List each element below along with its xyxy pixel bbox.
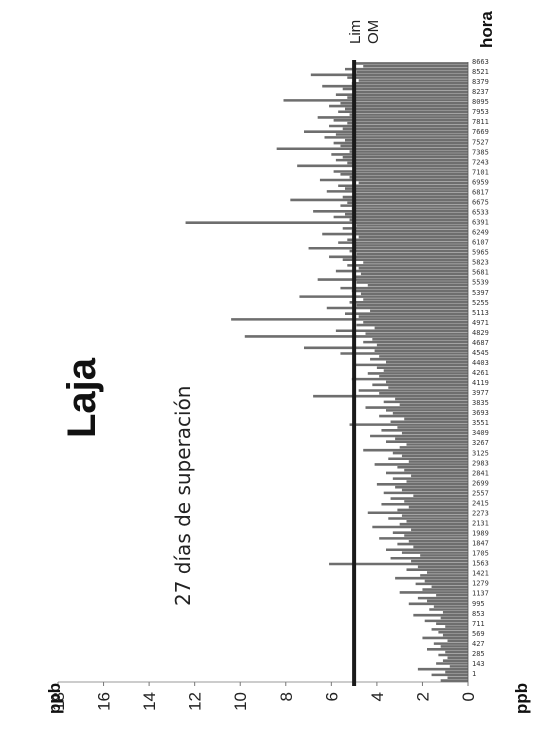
x-tick-label: 1 xyxy=(472,670,476,678)
x-tick-label: 1137 xyxy=(472,590,489,598)
x-tick-label: 1279 xyxy=(472,580,489,588)
x-tick-label: 8521 xyxy=(472,68,489,76)
x-tick-label: 3125 xyxy=(472,449,489,457)
x-tick-label: 1989 xyxy=(472,530,489,538)
x-tick-label: 7953 xyxy=(472,108,489,116)
x-tick-label: 995 xyxy=(472,600,485,608)
x-tick-label: 4687 xyxy=(472,339,489,347)
y-tick-label: 16 xyxy=(95,692,114,711)
x-tick-label: 6249 xyxy=(472,229,489,237)
x-tick-label: 3267 xyxy=(472,439,489,447)
rotated-frame: 0 2 4 6 8 10 12 14 16 18 1 143 285 427 569 711 853 995 11… xyxy=(45,11,531,714)
x-tick-label: 2557 xyxy=(472,489,489,497)
x-tick-label: 4829 xyxy=(472,329,489,337)
x-tick-label: 6675 xyxy=(472,198,489,206)
y-axis-label-bottom: ppb xyxy=(512,683,531,714)
y-tick-label: 10 xyxy=(231,692,250,711)
x-tick-label: 8095 xyxy=(472,98,489,106)
x-tick-label: 5113 xyxy=(472,309,489,317)
x-tick-label: 3693 xyxy=(472,409,489,417)
y-tick-label: 14 xyxy=(140,692,159,711)
x-tick-label: 7385 xyxy=(472,148,489,156)
x-tick-label: 6959 xyxy=(472,178,489,186)
reference-label-line-2: OM xyxy=(365,20,382,44)
bar-series xyxy=(185,62,468,682)
x-tick-label: 3835 xyxy=(472,399,489,407)
x-tick-label: 2131 xyxy=(472,520,489,528)
x-tick-label: 1847 xyxy=(472,540,489,548)
x-tick-label: 6817 xyxy=(472,188,489,196)
x-tick-label: 143 xyxy=(472,660,485,668)
x-tick-label: 6107 xyxy=(472,239,489,247)
y-tick-label: 2 xyxy=(413,692,432,701)
x-tick-label: 4971 xyxy=(472,319,489,327)
x-tick-label: 4261 xyxy=(472,369,489,377)
x-tick-label: 7101 xyxy=(472,168,489,176)
x-tick-label: 6533 xyxy=(472,208,489,216)
x-tick-label: 3551 xyxy=(472,419,489,427)
x-tick-label: 3977 xyxy=(472,389,489,397)
x-tick-label: 4545 xyxy=(472,349,489,357)
x-tick-label: 1563 xyxy=(472,560,489,568)
x-tick-label: 853 xyxy=(472,610,485,618)
y-tick-label: 8 xyxy=(277,692,296,701)
x-tick-label: 6391 xyxy=(472,219,489,227)
x-tick-label: 7669 xyxy=(472,128,489,136)
x-axis: 1 143 285 427 569 711 853 995 1137 1279 1421 1563 17… xyxy=(467,58,489,682)
x-tick-label: 8379 xyxy=(472,78,489,86)
x-tick-label: 4403 xyxy=(472,359,489,367)
y-axis-label: ppb xyxy=(45,683,64,714)
x-tick-label: 2699 xyxy=(472,479,489,487)
x-tick-label: 427 xyxy=(472,640,485,648)
x-tick-label: 711 xyxy=(472,620,485,628)
x-tick-label: 2415 xyxy=(472,499,489,507)
x-tick-label: 569 xyxy=(472,630,485,638)
x-tick-label: 8663 xyxy=(472,58,489,66)
x-tick-label: 2983 xyxy=(472,459,489,467)
x-tick-label: 7811 xyxy=(472,118,489,126)
annotation-text: 27 días de superación xyxy=(171,386,195,607)
x-tick-label: 3409 xyxy=(472,429,489,437)
x-tick-label: 5539 xyxy=(472,279,489,287)
y-tick-label: 6 xyxy=(322,692,341,701)
y-tick-label: 0 xyxy=(459,692,478,701)
y-axis: 0 2 4 6 8 10 12 14 16 18 xyxy=(49,681,478,711)
x-tick-label: 7527 xyxy=(472,138,489,146)
x-tick-label: 285 xyxy=(472,650,485,658)
x-tick-label: 5681 xyxy=(472,269,489,277)
x-tick-label: 4119 xyxy=(472,379,489,387)
reference-label-line-1: Lim xyxy=(347,20,364,44)
chart-title: Laja xyxy=(60,357,104,438)
x-tick-label: 5965 xyxy=(472,249,489,257)
x-tick-label: 1705 xyxy=(472,550,489,558)
x-tick-label: 1421 xyxy=(472,570,489,578)
x-axis-label: hora xyxy=(477,11,496,48)
x-tick-label: 7243 xyxy=(472,158,489,166)
x-tick-label: 2273 xyxy=(472,509,489,517)
x-tick-label: 2841 xyxy=(472,469,489,477)
x-tick-label: 8237 xyxy=(472,88,489,96)
x-tick-label: 5397 xyxy=(472,289,489,297)
y-tick-label: 18 xyxy=(49,692,68,711)
y-tick-label: 4 xyxy=(368,692,387,701)
x-tick-label: 5255 xyxy=(472,299,489,307)
x-tick-label: 5823 xyxy=(472,259,489,267)
y-tick-label: 12 xyxy=(186,692,205,711)
